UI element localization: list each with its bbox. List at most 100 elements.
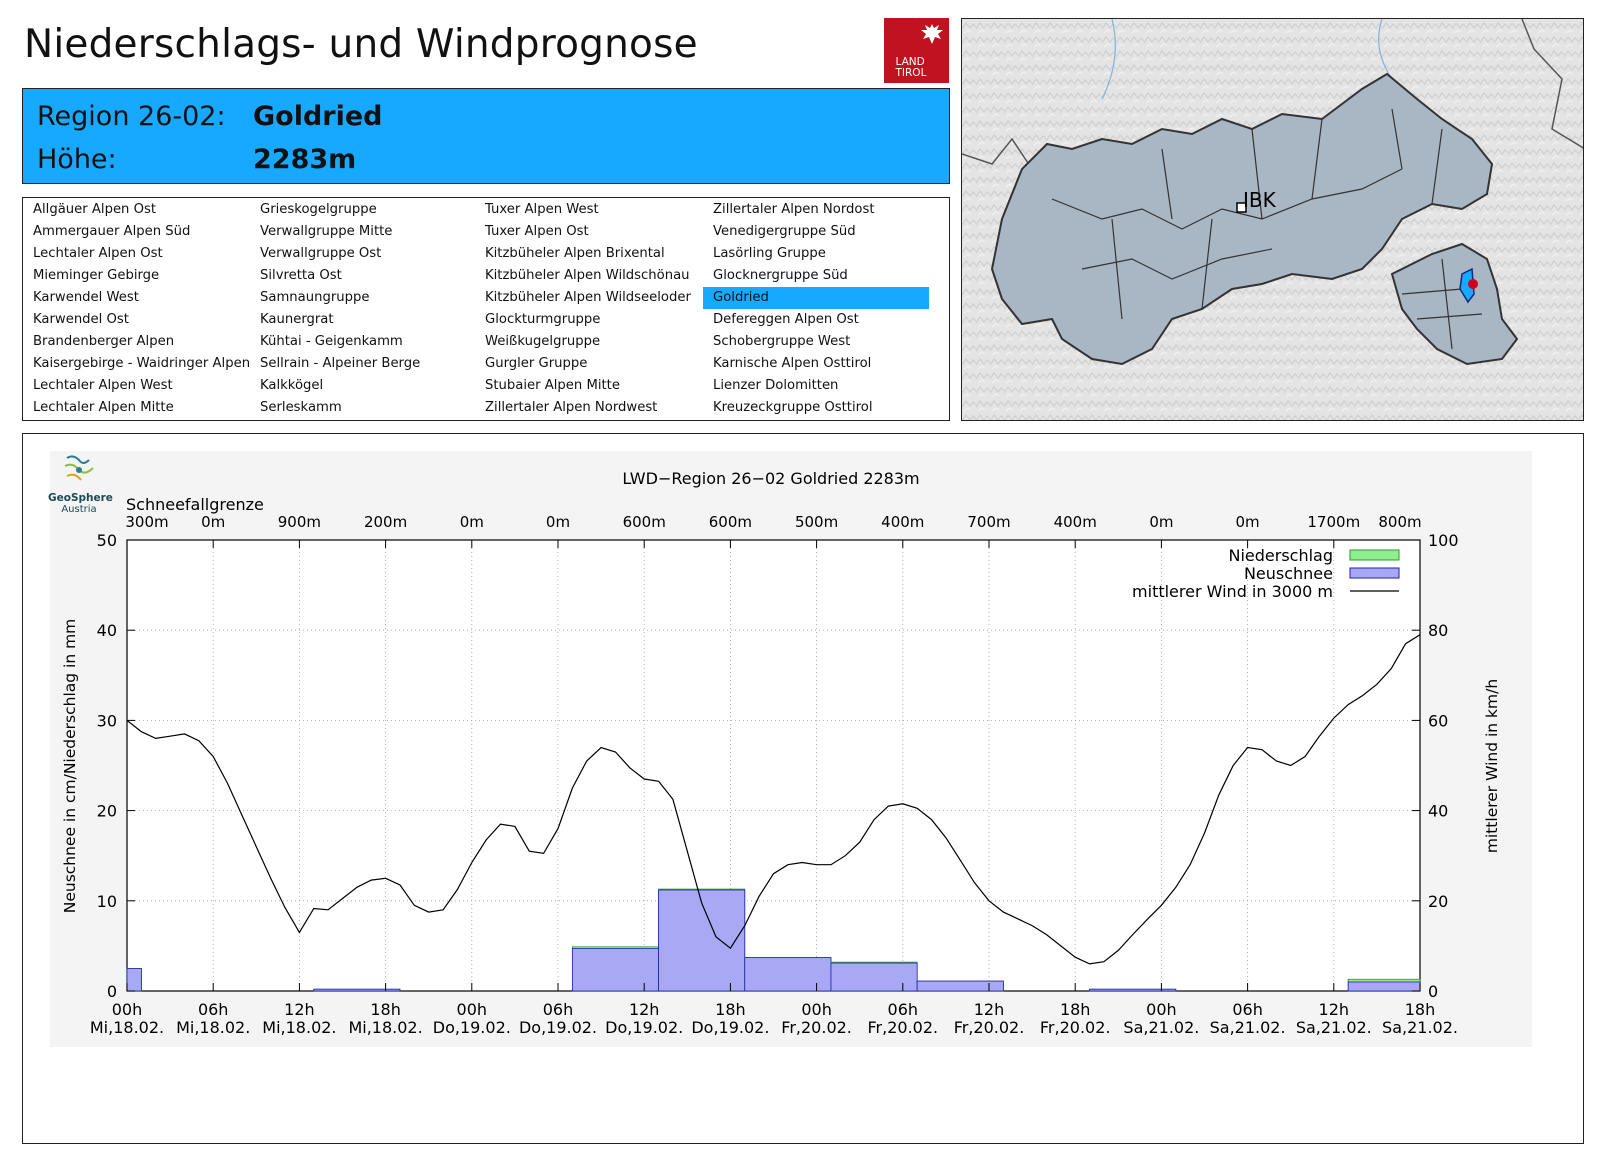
region-list-item[interactable]: Kreuzeckgruppe Osttirol <box>713 400 873 415</box>
region-info-box: Region 26-02: Goldried Höhe: 2283m <box>22 88 950 184</box>
region-list-item[interactable]: Brandenberger Alpen <box>33 334 175 349</box>
region-row: Region 26-02: Goldried <box>37 101 383 132</box>
snowline-label: 800m <box>1378 513 1421 531</box>
plot-area <box>126 539 1421 992</box>
x-tick-label-date: Do,19.02. <box>605 1018 683 1037</box>
logo-text-land: LAND <box>895 56 925 68</box>
region-list-item[interactable]: Tuxer Alpen West <box>485 202 599 217</box>
region-list-item[interactable]: Defereggen Alpen Ost <box>713 312 859 327</box>
region-list-item[interactable]: Samnaungruppe <box>260 290 370 305</box>
y-tick-label-right: 40 <box>1428 802 1448 821</box>
goldried-marker <box>1468 279 1478 289</box>
x-tick-label-hour: 06h <box>1232 1000 1263 1019</box>
region-list-item[interactable]: Verwallgruppe Mitte <box>260 224 393 239</box>
region-list-item[interactable]: Zillertaler Alpen Nordwest <box>485 400 658 415</box>
neuschnee-bar <box>126 968 142 992</box>
region-list-item[interactable]: Glocknergruppe Süd <box>713 268 848 283</box>
y-tick-label-left: 0 <box>107 982 117 1001</box>
region-list-item[interactable]: Karwendel West <box>33 290 139 305</box>
region-list-item[interactable]: Karwendel Ost <box>33 312 129 327</box>
region-list: Allgäuer Alpen Ost Ammergauer Alpen Süd Le… <box>22 197 950 421</box>
x-tick-label-hour: 18h <box>715 1000 746 1019</box>
neuschnee-bar <box>916 980 1004 992</box>
region-list-item[interactable]: Tuxer Alpen Ost <box>485 224 589 239</box>
region-list-item[interactable]: Kaunergrat <box>260 312 334 327</box>
x-tick-label-date: Sa,21.02. <box>1296 1018 1372 1037</box>
region-list-item[interactable]: Lechtaler Alpen Mitte <box>33 400 174 415</box>
x-tick-label-date: Do,19.02. <box>691 1018 769 1037</box>
neuschnee-bar <box>658 889 746 992</box>
height-value: 2283m <box>253 144 357 175</box>
region-list-item[interactable]: Kalkkögel <box>260 378 324 393</box>
region-column: Grieskogelgruppe Verwallgruppe Mitte Verwa… <box>250 199 476 419</box>
region-list-item[interactable]: Lechtaler Alpen Ost <box>33 246 163 261</box>
country-border <box>1521 19 1583 149</box>
region-list-item[interactable]: Serleskamm <box>260 400 342 415</box>
region-list-item[interactable]: Sellrain - Alpeiner Berge <box>260 356 421 371</box>
x-tick-label-hour: 00h <box>112 1000 143 1019</box>
region-list-item[interactable]: Lienzer Dolomitten <box>713 378 839 393</box>
region-list-item[interactable]: Silvretta Ost <box>260 268 342 283</box>
region-list-item[interactable]: Kitzbüheler Alpen Wildseeloder <box>485 290 691 305</box>
snowline-label: 300m <box>125 513 168 531</box>
city-label-ibk: IBK <box>1243 188 1277 212</box>
region-list-item[interactable]: Lechtaler Alpen West <box>33 378 173 393</box>
region-list-item[interactable]: Grieskogelgruppe <box>260 202 377 217</box>
region-list-item[interactable]: Schobergruppe West <box>713 334 851 349</box>
y-tick-label-right: 80 <box>1428 621 1448 640</box>
region-list-item[interactable]: Kitzbüheler Alpen Wildschönau <box>485 268 690 283</box>
neuschnee-bar <box>744 957 832 992</box>
region-list-item[interactable]: Weißkugelgruppe <box>485 334 601 349</box>
x-tick-label-date: Sa,21.02. <box>1210 1018 1286 1037</box>
region-list-item[interactable]: Stubaier Alpen Mitte <box>485 378 620 393</box>
y-tick-label-right: 0 <box>1428 982 1438 1001</box>
snowline-label: 400m <box>1054 513 1097 531</box>
snowline-label: 0m <box>201 513 225 531</box>
region-list-item[interactable]: Zillertaler Alpen Nordost <box>713 202 875 217</box>
east-tirol-region <box>1390 242 1519 366</box>
y-tick-label-left: 30 <box>97 711 117 730</box>
region-list-item[interactable]: Kühtai - Geigenkamm <box>260 334 403 349</box>
snowline-label: 400m <box>881 513 924 531</box>
x-tick-label-date: Do,19.02. <box>519 1018 597 1037</box>
region-list-item[interactable]: Mieminger Gebirge <box>33 268 160 283</box>
snowline-label: 600m <box>623 513 666 531</box>
region-value: Goldried <box>253 101 383 132</box>
neuschnee-bar <box>313 988 401 992</box>
y-tick-label-left: 10 <box>97 892 117 911</box>
region-list-item[interactable]: Karnische Alpen Osttirol <box>713 356 872 371</box>
x-tick-label-date: Mi,18.02. <box>90 1018 164 1037</box>
innsbruck-marker <box>1236 202 1247 213</box>
region-list-item[interactable]: Venedigergruppe Süd <box>713 224 856 239</box>
region-list-item[interactable]: Verwallgruppe Ost <box>260 246 382 261</box>
x-tick-label-date: Do,19.02. <box>433 1018 511 1037</box>
region-list-item[interactable]: Ammergauer Alpen Süd <box>33 224 191 239</box>
region-list-item[interactable]: Glockturmgruppe <box>485 312 601 327</box>
region-list-item[interactable]: Gurgler Gruppe <box>485 356 588 371</box>
snowline-label: 0m <box>460 513 484 531</box>
region-list-item[interactable]: Kitzbüheler Alpen Brixental <box>485 246 665 261</box>
y-axis-label-left: Neuschnee in cm/Niederschlag in mm <box>61 619 79 914</box>
region-list-item[interactable]: Lasörling Gruppe <box>713 246 826 261</box>
region-list-item[interactable]: Kaisergebirge - Waidringer Alpen <box>33 356 251 371</box>
subregion-borders <box>1401 258 1483 350</box>
snowline-label: 0m <box>1236 513 1260 531</box>
x-tick-label-date: Sa,21.02. <box>1382 1018 1458 1037</box>
region-map: IBK <box>961 18 1584 421</box>
neuschnee-bar <box>830 962 918 992</box>
snowline-label: 500m <box>795 513 838 531</box>
region-list-item[interactable]: Allgäuer Alpen Ost <box>33 202 157 217</box>
region-label: Region 26-02: <box>37 101 226 132</box>
chart-frame: 0 0 10 20 20 40 30 60 40 80 50 100 00h Mi,18.02. 06h Mi… <box>22 433 1584 1144</box>
snowline-title: Schneefallgrenze <box>126 495 264 514</box>
x-tick-label-hour: 06h <box>888 1000 919 1019</box>
x-tick-label-date: Fr,20.02. <box>954 1018 1025 1037</box>
x-tick-label-hour: 00h <box>457 1000 488 1019</box>
region-list-item[interactable]: Goldried <box>703 287 929 309</box>
y-tick-label-right: 100 <box>1428 531 1459 550</box>
neuschnee-bar <box>1347 981 1421 992</box>
page-title: Niederschlags- und Windprognose <box>24 22 698 67</box>
x-tick-label-hour: 18h <box>1405 1000 1436 1019</box>
